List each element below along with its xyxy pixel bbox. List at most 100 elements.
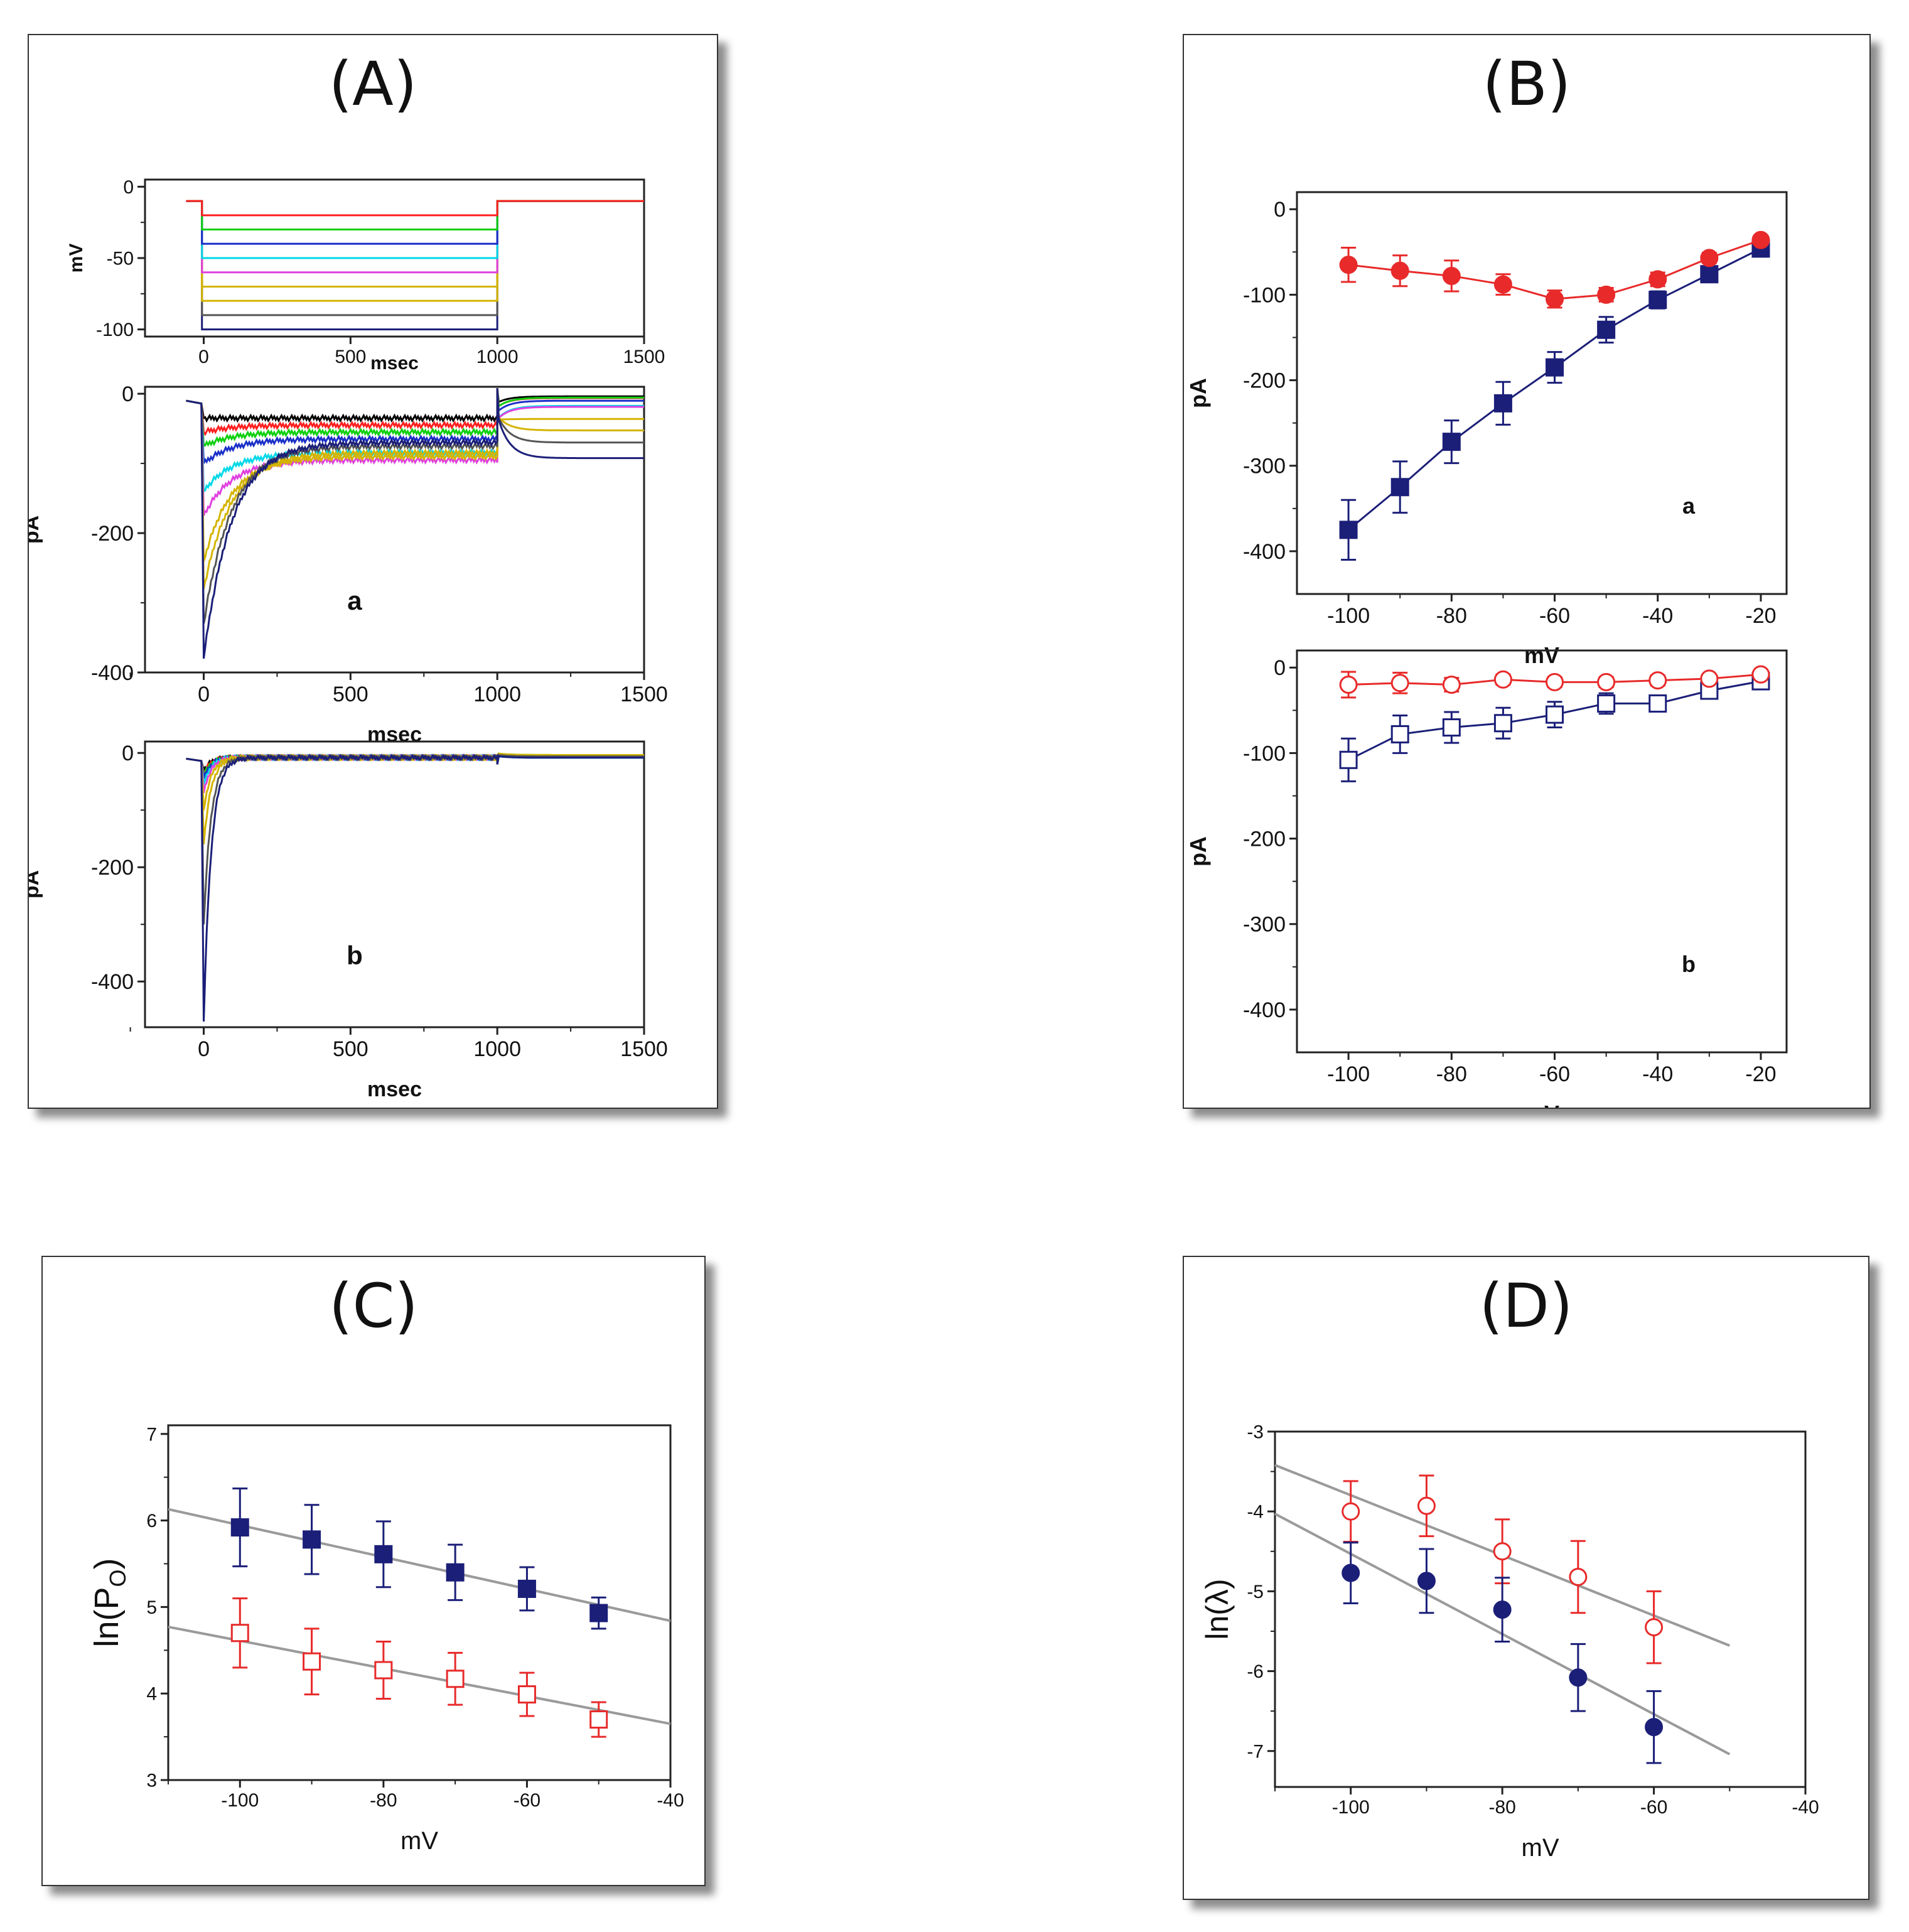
panel-c-data-point xyxy=(517,1579,536,1598)
panel-b-a-data-point xyxy=(1648,291,1667,310)
panel-d-data-point xyxy=(1569,1567,1588,1586)
panel-c-data-point xyxy=(589,1710,608,1729)
panel-a-b-current-trace xyxy=(186,752,644,845)
panel-b-b-x-tick-label: -100 xyxy=(1327,1062,1370,1086)
panel-b-a-sublabel: a xyxy=(1682,493,1696,519)
panel-b-a-data-point xyxy=(1339,256,1358,274)
panel-b-a-data-point xyxy=(1390,261,1409,280)
panel-c-y-tick-label: 6 xyxy=(146,1511,157,1531)
panel-c-y-axis-label: ln(PO) xyxy=(88,1558,131,1647)
panel-c-x-tick-label: -60 xyxy=(514,1790,540,1811)
panel-d-data-point xyxy=(1417,1496,1436,1515)
panel-d-data-point xyxy=(1342,1563,1360,1582)
panel-d-y-axis-label: ln(λ) xyxy=(1200,1579,1235,1639)
panel-c-title: (C) xyxy=(329,1271,418,1341)
panel-a-b-x-tick-label: 0 xyxy=(198,1037,210,1061)
panel-a-voltage-x-axis-label: msec xyxy=(370,353,419,374)
panel-a-b-y-tick-label: -200 xyxy=(91,856,134,880)
panel-b-b-x-tick-label: -20 xyxy=(1745,1062,1776,1086)
panel-a-a-current-trace xyxy=(186,388,644,659)
panel-a-b-current-trace xyxy=(186,753,644,811)
panel-b-b-plot-frame xyxy=(1296,649,1788,1054)
panel-b-a-y-tick-label: -400 xyxy=(1243,540,1286,564)
panel-a-b-current-trace xyxy=(186,753,644,1022)
panel-a-b-x-tick-label: 1000 xyxy=(473,1037,521,1061)
panel-a-voltage-step-trace xyxy=(186,200,644,331)
panel-b-a-y-tick-label: -200 xyxy=(1243,369,1286,392)
panel-b-a-y-tick-label: -300 xyxy=(1243,455,1286,478)
panel-a-a-x-tick-label: 500 xyxy=(333,683,368,706)
panel-c-data-point xyxy=(303,1652,321,1671)
panel-b-b-data-point xyxy=(1597,672,1616,691)
panel-b-a-x-tick-label: -40 xyxy=(1642,604,1673,628)
panel-c: (C) -100 -80 -60 -40 3 4 5 6 7 mV ln(PO) xyxy=(41,1256,706,1886)
panel-c-fit-line xyxy=(168,1508,671,1622)
panel-c-data-point xyxy=(446,1670,465,1688)
panel-b-charts: -100 -80 -60 -40 -200-100-200-300-400mVpAa-1… xyxy=(1185,191,1788,1108)
panel-b-b-y-tick-label: -200 xyxy=(1243,827,1286,851)
panel-a-a-current-trace xyxy=(186,388,644,590)
panel-b-b-data-point xyxy=(1442,675,1461,694)
panel-b-b-data-point xyxy=(1442,718,1461,737)
panel-a-a-current-trace xyxy=(186,388,644,624)
panel-a-title: (A) xyxy=(328,49,417,119)
panel-d-data-point xyxy=(1569,1668,1588,1687)
panel-a-b-x-axis-label: msec xyxy=(367,1077,422,1101)
panel-c-y-tick-label: 3 xyxy=(146,1771,157,1791)
panel-a-voltage-x-tick-label: 0 xyxy=(198,347,209,367)
panel-b-b-sublabel: b xyxy=(1682,951,1696,977)
panel-d-x-tick-label: -40 xyxy=(1792,1797,1819,1818)
panel-c-y-axis-label-prefix: ln(P xyxy=(88,1587,126,1647)
panel-b-a-data-point xyxy=(1546,289,1564,308)
panel-a-a-x-tick-label: 0 xyxy=(198,683,210,706)
panel-a-b-y-axis-label: pA xyxy=(29,870,43,899)
panel-d-data-point xyxy=(1645,1718,1664,1737)
panel-b-b-data-point xyxy=(1390,725,1409,743)
panel-a-a-x-axis-label: msec xyxy=(367,723,422,747)
panel-b-b-data-point xyxy=(1493,670,1512,689)
panel-c-data-point xyxy=(374,1545,393,1563)
panel-c-x-tick-label: -40 xyxy=(657,1790,684,1811)
panel-b-b-y-tick-label: 0 xyxy=(1274,656,1286,680)
panel-a-voltage-step-trace xyxy=(186,200,644,245)
panel-d-y-tick-label: -6 xyxy=(1247,1661,1264,1682)
panel-b-b-data-point xyxy=(1390,674,1409,693)
panel-b-a-x-tick-label: -100 xyxy=(1327,604,1370,628)
panel-a-a-current-trace xyxy=(186,388,644,436)
panel-d-x-axis-label: mV xyxy=(1522,1834,1559,1862)
panel-b-a-y-axis-label: pA xyxy=(1185,378,1211,408)
panel-a-a-current-trace xyxy=(186,388,644,464)
panel-b-a-data-point xyxy=(1493,275,1512,294)
panel-a-b-plot-frame xyxy=(144,740,645,1028)
panel-c-x-tick-label: -100 xyxy=(221,1790,259,1811)
panel-a-voltage-y-tick-label: -50 xyxy=(107,249,134,269)
panel-b-b-data-point xyxy=(1597,694,1616,713)
panel-b-a-x-tick-label: -60 xyxy=(1539,604,1570,628)
panel-a-charts: 0 500 1000 1500 0 -50 -100 msec mV 0 500 1000 1500 0 -… xyxy=(29,177,668,1101)
panel-a-voltage-step-trace xyxy=(186,200,644,217)
panel-a-voltage-y-axis-label: mV xyxy=(66,244,87,273)
panel-a-voltage-y-tick-label: 0 xyxy=(123,177,134,198)
panel-b-a-data-point xyxy=(1751,230,1770,249)
panel-b-a-data-point xyxy=(1648,270,1667,289)
panel-a-b-sublabel: b xyxy=(347,941,363,970)
panel-b-a-data-point xyxy=(1546,358,1564,377)
panel-b-a-y-tick-label: 0 xyxy=(1274,198,1286,222)
panel-b-a-plot-frame xyxy=(1296,191,1788,595)
panel-c-fit-line xyxy=(168,1626,671,1725)
panel-a-a-y-tick-label: -400 xyxy=(91,661,134,685)
panel-c-x-tick-label: -80 xyxy=(370,1790,397,1811)
panel-d-y-tick-label: -3 xyxy=(1247,1422,1264,1443)
panel-d-data-point xyxy=(1493,1600,1512,1619)
panel-d-data-point xyxy=(1342,1502,1360,1521)
panel-b-a-x-tick-label: -80 xyxy=(1436,604,1467,628)
panel-b: (B) -100 -80 -60 -40 -20 0 -100 -200 -300 -400 mV p… xyxy=(1183,34,1871,1109)
panel-d-chart: -100 -80 -60 -40 -3 -4 -5 -6 -7 mV ln(λ) xyxy=(1200,1422,1819,1862)
panel-b-b-data-point xyxy=(1546,672,1564,691)
panel-d-data-point xyxy=(1417,1572,1436,1590)
panel-c-data-point xyxy=(374,1661,393,1680)
panel-b-b-y-tick-label: -300 xyxy=(1243,913,1286,937)
panel-b-b-x-tick-label: -40 xyxy=(1642,1062,1673,1086)
panel-c-data-point xyxy=(589,1604,608,1622)
panel-b-a-data-point xyxy=(1442,266,1461,285)
